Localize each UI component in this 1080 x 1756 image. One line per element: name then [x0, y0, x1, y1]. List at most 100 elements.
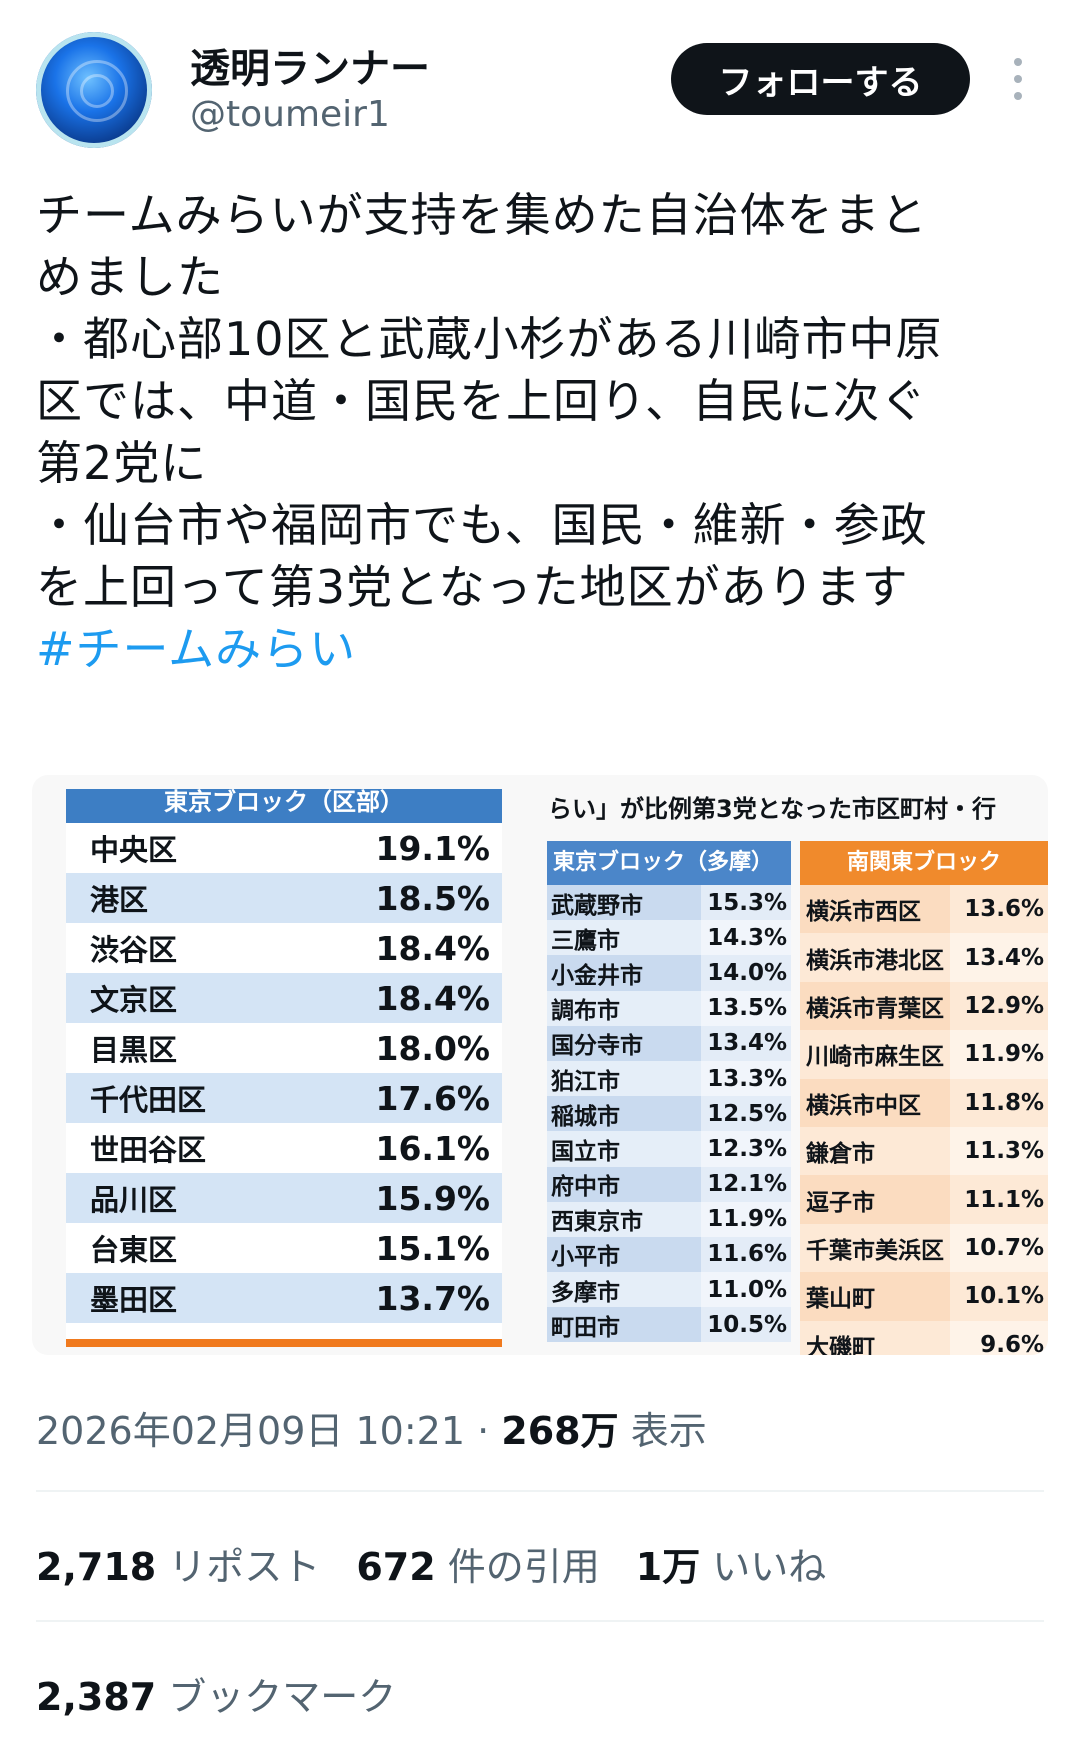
user-handle[interactable]: @toumeir1 [190, 94, 390, 135]
tweet-line: ・都心部10区と武蔵小杉がある川崎市中原 [36, 312, 943, 366]
municipality-name: 三鷹市 [547, 920, 701, 956]
municipality-name: 多摩市 [547, 1272, 701, 1308]
table-row: 鎌倉市 11.3% [800, 1126, 1048, 1176]
municipality-name: 品川区 [90, 1183, 178, 1217]
minami-kanto-table: 南関東ブロック 横浜市西区 13.6% 横浜市港北区 13.4% 横浜市青葉区 12.9%… [800, 841, 1048, 1355]
table-row: 文京区 18.4% [66, 973, 502, 1023]
vote-share: 12.1% [701, 1166, 791, 1202]
vote-share: 11.9% [950, 1030, 1048, 1079]
table-row: 横浜市港北区 13.4% [800, 933, 1048, 982]
vote-share: 10.1% [950, 1272, 1048, 1321]
municipality-name: 鎌倉市 [800, 1126, 950, 1176]
like-label: いいね [712, 1545, 827, 1589]
vote-share: 15.1% [375, 1228, 491, 1268]
vote-share: 11.1% [950, 1175, 1048, 1224]
municipality-name: 稲城市 [547, 1096, 701, 1132]
orange-bar [66, 1339, 502, 1347]
municipality-name: 中央区 [90, 833, 178, 867]
vote-share: 18.0% [375, 1028, 491, 1068]
table-row: 町田市 10.5% [547, 1307, 791, 1343]
table-row: 武蔵野市 15.3% [547, 885, 791, 921]
vote-share: 9.6% [950, 1320, 1048, 1355]
table-row: 世田谷区 16.1% [66, 1123, 502, 1173]
tweet-image[interactable]: 東京ブロック（区部） 中央区 19.1% 港区 18.5% 渋谷区 18.4% 文京区 18.… [32, 775, 1048, 1355]
vote-share: 11.3% [950, 1126, 1048, 1176]
vote-share: 11.0% [701, 1272, 791, 1308]
table-row: 西東京市 11.9% [547, 1201, 791, 1237]
table-row: 墨田区 13.7% [66, 1273, 502, 1323]
quote-count: 672 [356, 1545, 436, 1589]
repost-count: 2,718 [36, 1545, 157, 1589]
tweet-datetime[interactable]: 2026年02月09日 10:21 [36, 1409, 466, 1453]
user-name[interactable]: 透明ランナー [190, 46, 430, 92]
tweet-line: 第2党に [36, 436, 208, 490]
bookmark-label: ブックマーク [168, 1675, 397, 1719]
table-row: 横浜市青葉区 12.9% [800, 981, 1048, 1031]
divider [36, 1620, 1044, 1622]
municipality-name: 葉山町 [800, 1272, 950, 1321]
vote-share: 12.5% [701, 1096, 791, 1132]
tweet-line: めました [36, 250, 224, 304]
municipality-name: 文京区 [90, 983, 178, 1017]
municipality-name: 横浜市港北区 [800, 933, 950, 982]
table-header: 南関東ブロック [800, 841, 1048, 885]
vote-share: 13.7% [375, 1278, 491, 1318]
table-row: 目黒区 18.0% [66, 1023, 502, 1073]
municipality-name: 逗子市 [800, 1175, 950, 1224]
tweet-header: 透明ランナー @toumeir1 フォローする [0, 0, 1080, 160]
table-row: 大磯町 9.6% [800, 1320, 1048, 1355]
hashtag-link[interactable]: #チームみらい [36, 622, 357, 676]
bookmark-stat[interactable]: 2,387 ブックマーク [36, 1666, 396, 1721]
repost-stat[interactable]: 2,718 リポスト [36, 1545, 320, 1589]
municipality-name: 小金井市 [547, 955, 701, 991]
table-row: 千代田区 17.6% [66, 1073, 502, 1123]
quote-label: 件の引用 [447, 1545, 600, 1589]
municipality-name: 狛江市 [547, 1060, 701, 1097]
vote-share: 10.7% [950, 1223, 1048, 1273]
table-row: 三鷹市 14.3% [547, 920, 791, 956]
engagement-stats: 2,718 リポスト 672 件の引用 1万 いいね [36, 1536, 826, 1591]
more-options-icon[interactable] [1010, 58, 1026, 104]
view-label: 表示 [630, 1409, 707, 1453]
vote-share: 15.3% [701, 885, 791, 921]
table-row: 千葉市美浜区 10.7% [800, 1223, 1048, 1273]
municipality-name: 大磯町 [800, 1320, 950, 1355]
quote-stat[interactable]: 672 件の引用 [356, 1545, 599, 1589]
tweet-line: ・仙台市や福岡市でも、国民・維新・参政 [36, 498, 928, 552]
tweet-text: チームみらいが支持を集めた自治体をまと めました ・都心部10区と武蔵小杉がある… [36, 184, 1046, 680]
table-row: 府中市 12.1% [547, 1166, 791, 1202]
bookmark-count: 2,387 [36, 1675, 157, 1719]
municipality-name: 目黒区 [90, 1033, 178, 1067]
vote-share: 12.3% [701, 1131, 791, 1167]
vote-share: 13.4% [950, 933, 1048, 982]
table-row: 小平市 11.6% [547, 1236, 791, 1273]
table-row: 川崎市麻生区 11.9% [800, 1030, 1048, 1079]
municipality-name: 横浜市中区 [800, 1078, 950, 1127]
meta-separator: · [477, 1409, 490, 1453]
table-row: 台東区 15.1% [66, 1223, 502, 1273]
table-row: 渋谷区 18.4% [66, 923, 502, 973]
municipality-name: 港区 [90, 883, 149, 917]
table-header: 東京ブロック（区部） [66, 789, 502, 823]
table-row: 品川区 15.9% [66, 1173, 502, 1223]
vote-share: 11.6% [701, 1236, 791, 1273]
table-row: 調布市 13.5% [547, 990, 791, 1026]
municipality-name: 調布市 [547, 990, 701, 1026]
municipality-name: 府中市 [547, 1166, 701, 1202]
municipality-name: 西東京市 [547, 1201, 701, 1237]
vote-share: 17.6% [375, 1078, 491, 1118]
vote-share: 11.8% [950, 1078, 1048, 1127]
follow-button[interactable]: フォローする [671, 43, 970, 115]
tweet-meta: 2026年02月09日 10:21 · 268万 表示 [36, 1400, 707, 1455]
vote-share: 13.3% [701, 1060, 791, 1097]
vote-share: 18.5% [375, 878, 491, 918]
municipality-name: 町田市 [547, 1307, 701, 1343]
vote-share: 13.4% [701, 1025, 791, 1061]
repost-label: リポスト [168, 1545, 321, 1589]
avatar[interactable] [36, 32, 152, 148]
like-stat[interactable]: 1万 いいね [636, 1545, 827, 1589]
municipality-name: 横浜市青葉区 [800, 981, 950, 1031]
tokyo-tama-table: 東京ブロック（多摩） 武蔵野市 15.3% 三鷹市 14.3% 小金井市 14.0% 調布市… [547, 841, 791, 1343]
table-row: 多摩市 11.0% [547, 1272, 791, 1308]
rose-icon [66, 60, 128, 122]
